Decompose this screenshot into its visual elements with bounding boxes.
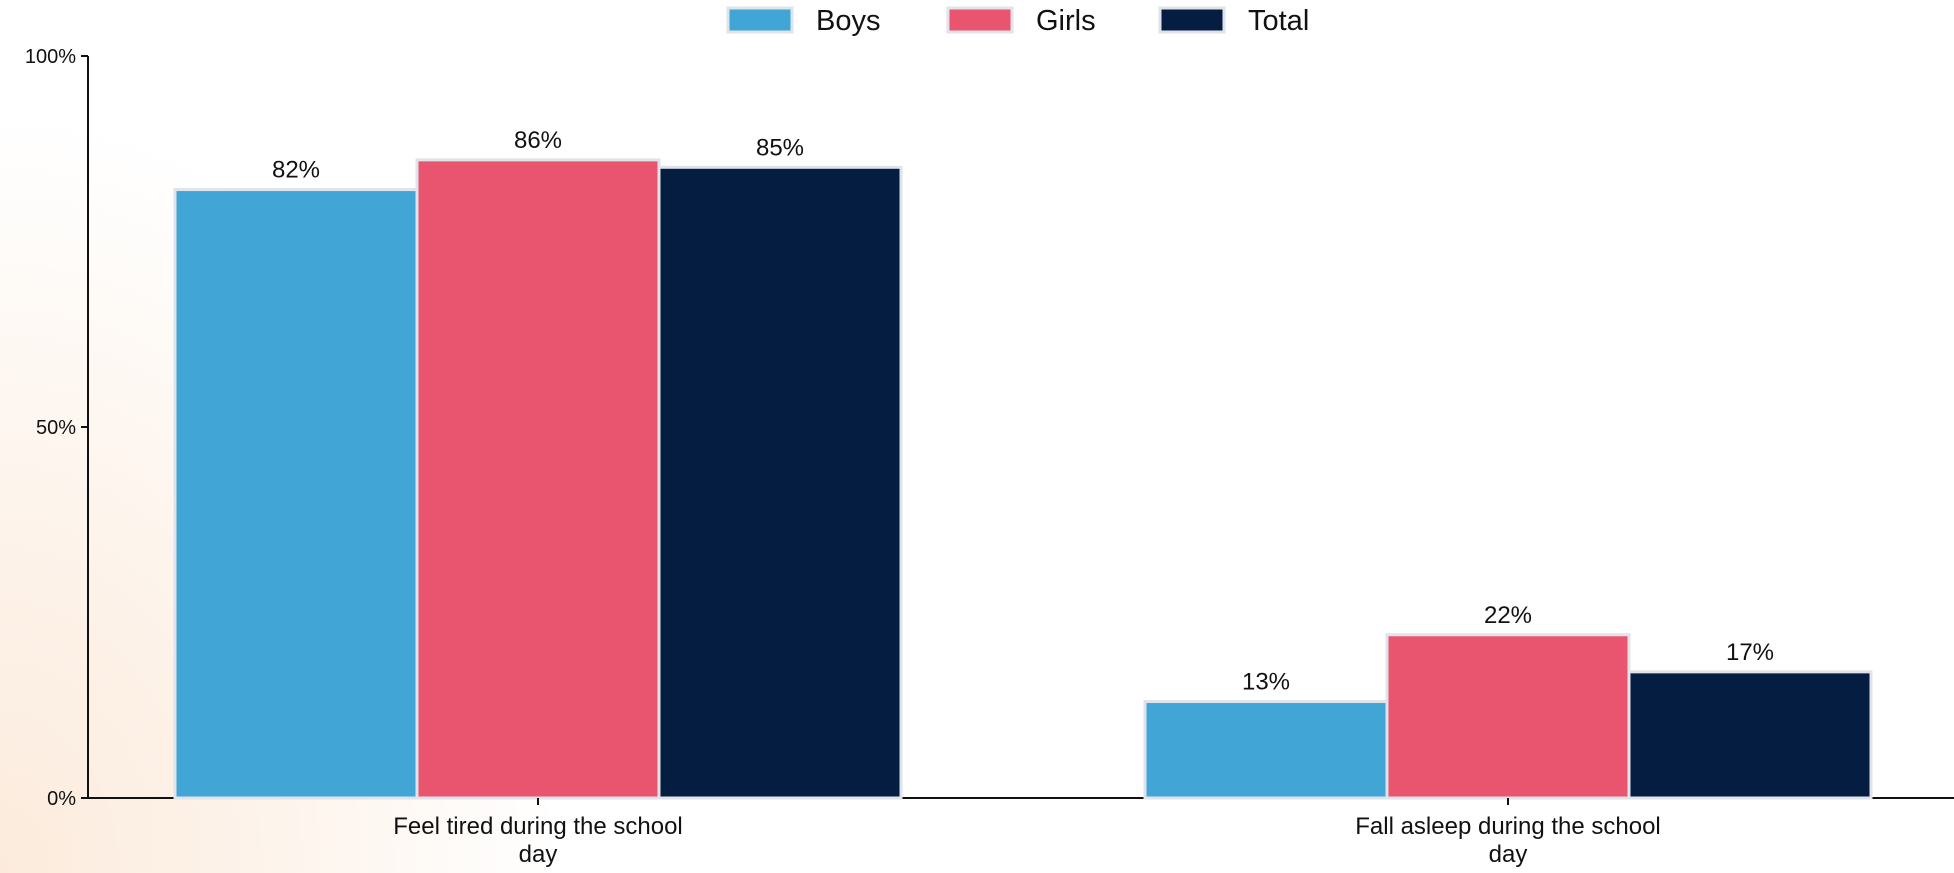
bar-boys <box>1143 700 1389 800</box>
legend-label-total: Total <box>1248 5 1309 37</box>
category-label-line: day <box>1489 841 1528 868</box>
bar-total <box>657 165 903 800</box>
category-label-line: Fall asleep during the school <box>1355 813 1661 840</box>
category-label-line: Feel tired during the school <box>393 813 683 840</box>
legend-swatch-boys <box>726 6 794 34</box>
category-label-line: day <box>519 841 558 868</box>
bar-girls <box>415 158 661 800</box>
category-label: Feel tired during the school day <box>393 813 683 868</box>
y-tick-label: 50% <box>36 417 76 439</box>
bar-girls <box>1385 633 1631 800</box>
data-label: 17% <box>1726 639 1774 666</box>
data-label: 85% <box>756 134 804 161</box>
data-label: 13% <box>1242 669 1290 696</box>
data-label: 22% <box>1484 602 1532 629</box>
legend-label-girls: Girls <box>1036 5 1096 37</box>
data-label: 86% <box>514 127 562 154</box>
bar-total <box>1627 670 1873 800</box>
category-label: Fall asleep during the school day <box>1355 813 1661 868</box>
bar-boys <box>173 188 419 800</box>
y-tick-label: 100% <box>25 46 76 68</box>
legend-swatch-girls <box>946 6 1014 34</box>
legend-label-boys: Boys <box>816 5 880 37</box>
y-tick-label: 0% <box>47 788 76 810</box>
data-label: 82% <box>272 157 320 184</box>
legend-swatch-total <box>1158 6 1226 34</box>
